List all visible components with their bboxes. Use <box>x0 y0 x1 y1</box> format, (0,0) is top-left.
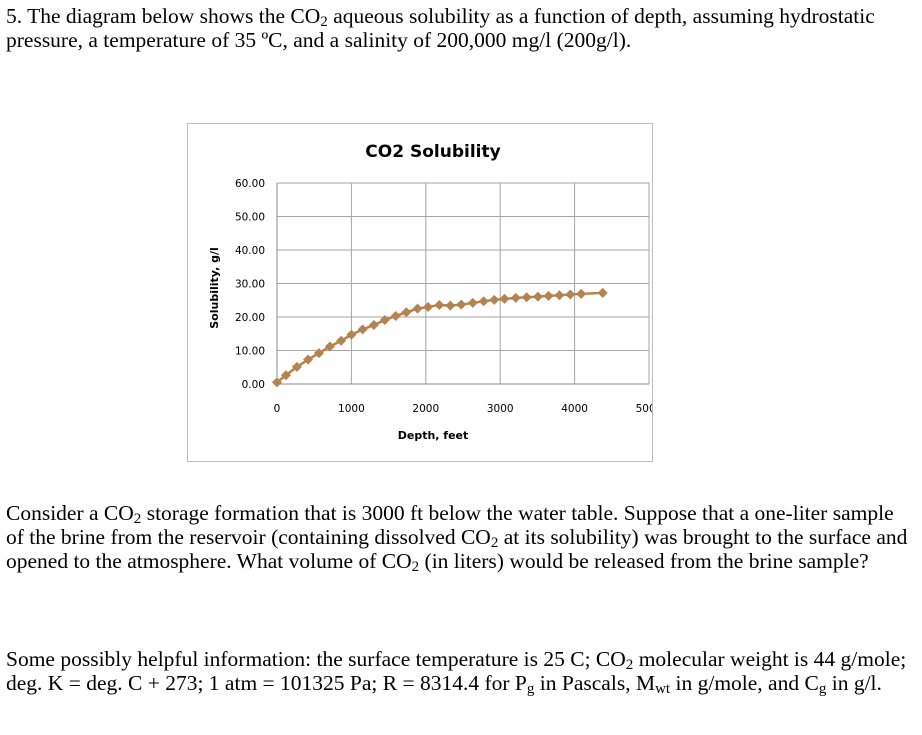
data-point-marker <box>412 303 423 314</box>
x-tick-label: 0 <box>274 403 281 415</box>
data-point-marker <box>346 329 357 340</box>
data-point-marker <box>336 335 347 346</box>
y-tick-label: 40.00 <box>235 245 265 257</box>
chart-title: CO2 Solubility <box>365 142 500 162</box>
data-point-marker <box>379 315 390 326</box>
data-point-marker <box>543 290 554 301</box>
y-tick-label: 20.00 <box>235 312 265 324</box>
subscript: 2 <box>625 657 634 673</box>
data-point-marker <box>303 354 314 365</box>
y-tick-label: 10.00 <box>235 346 265 358</box>
x-tick-label: 3000 <box>487 403 514 415</box>
subscript: 2 <box>411 559 420 575</box>
text: storage formation that is 3000 ft below … <box>6 501 894 549</box>
data-point-marker <box>280 370 291 381</box>
problem-text: Consider a CO2 storage formation that is… <box>6 501 916 575</box>
x-tick-label: 4000 <box>561 403 588 415</box>
text: molecular weight is 44 g/mole; deg. K = … <box>6 647 907 695</box>
data-point-marker <box>565 289 576 300</box>
text: Consider a CO <box>6 501 134 525</box>
x-tick-label: 2000 <box>412 403 439 415</box>
subscript: 2 <box>133 511 142 527</box>
data-point-marker <box>456 299 467 310</box>
question-text: 5. The diagram below shows the CO2 aqueo… <box>6 4 916 52</box>
data-point-marker <box>489 294 500 305</box>
subscript: g <box>526 681 535 697</box>
data-point-marker <box>510 292 521 303</box>
data-point-marker <box>554 290 565 301</box>
y-tick-label: 50.00 <box>235 212 265 224</box>
y-tick-label: 60.00 <box>235 178 265 190</box>
x-axis-label: Depth, feet <box>398 429 469 442</box>
subscript: 2 <box>320 14 328 30</box>
text: in g/mole, and C <box>670 671 819 695</box>
data-point-marker <box>445 300 456 311</box>
y-axis-label: Solubility, g/l <box>208 247 221 329</box>
data-point-marker <box>291 361 302 372</box>
data-point-marker <box>313 348 324 359</box>
data-point-marker <box>499 293 510 304</box>
data-point-marker <box>272 377 282 388</box>
data-point-marker <box>576 288 587 299</box>
data-point-marker <box>368 320 379 331</box>
data-point-marker <box>401 307 412 318</box>
data-point-marker <box>324 341 335 352</box>
x-tick-label: 5000 <box>636 403 652 415</box>
text: in g/l. <box>826 671 882 695</box>
data-point-marker <box>478 296 489 307</box>
text: 5. The diagram below shows the CO <box>6 4 321 28</box>
data-point-marker <box>390 310 401 321</box>
chart-svg: CO2 Solubility Depth, feet Solubility, g… <box>208 142 652 442</box>
text: aqueous solubility as a function of dept… <box>6 4 875 52</box>
helpful-info-text: Some possibly helpful information: the s… <box>6 647 916 697</box>
x-tick-label: 1000 <box>338 403 365 415</box>
chart: CO2 Solubility Depth, feet Solubility, g… <box>187 123 653 462</box>
subscript: g <box>818 681 827 697</box>
data-point-marker <box>357 324 368 335</box>
text: in Pascals, M <box>534 671 656 695</box>
data-point-marker <box>434 299 445 310</box>
data-point-marker <box>467 297 478 308</box>
subscript: 2 <box>490 535 499 551</box>
text: at its solubility) was brought to the su… <box>6 525 908 573</box>
data-point-marker <box>532 291 543 302</box>
data-point-marker <box>423 301 434 312</box>
data-point-marker <box>597 287 608 298</box>
text: Some possibly helpful information: the s… <box>6 647 626 671</box>
data-point-marker <box>521 292 532 303</box>
text: (in liters) would be released from the b… <box>419 549 869 573</box>
y-tick-label: 30.00 <box>235 279 265 291</box>
subscript: wt <box>655 681 671 697</box>
y-tick-label: 0.00 <box>242 379 265 391</box>
